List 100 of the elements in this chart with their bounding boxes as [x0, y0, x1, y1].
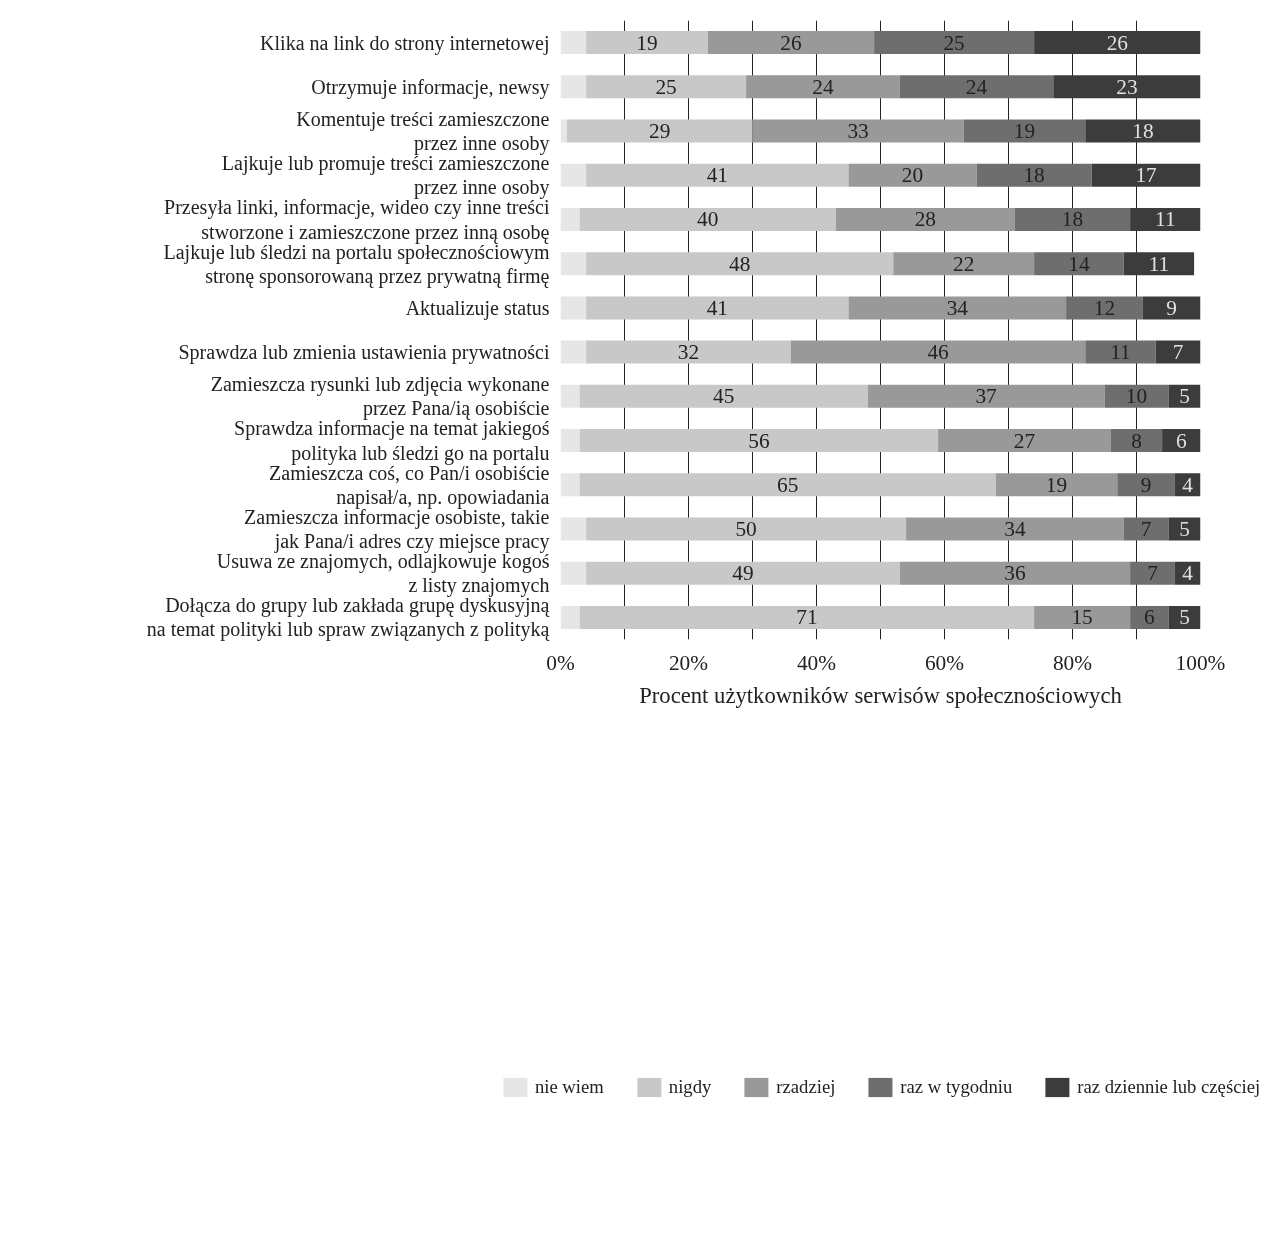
data-label: 36: [1004, 561, 1026, 586]
x-tick-label: 20%: [668, 650, 709, 675]
data-label: 11: [1148, 251, 1170, 276]
bar: [1034, 605, 1131, 629]
data-label: 50: [735, 516, 757, 541]
bar: [976, 163, 1092, 187]
y-tick-label: Sprawdza lub zmienia ustawienia prywatności: [178, 341, 550, 365]
bar: [1117, 473, 1175, 497]
bar: [560, 296, 587, 320]
bar: [1142, 296, 1201, 320]
y-tick-label: Komentuje treści zamieszczone przez inne osoby: [296, 107, 550, 156]
data-label: 5: [1179, 384, 1190, 409]
legend-label: raz w tygodniu: [900, 1075, 1013, 1098]
bar: [1014, 207, 1131, 231]
data-label: 18: [1023, 163, 1045, 188]
data-label: 19: [1045, 472, 1068, 497]
data-label: 34: [1004, 516, 1026, 541]
bar: [1034, 31, 1201, 55]
data-label: 15: [1071, 605, 1093, 630]
bar: [560, 207, 580, 231]
bar: [899, 561, 1131, 585]
bar: [790, 340, 1086, 364]
bar: [560, 340, 587, 364]
bar: [1085, 340, 1156, 364]
data-label: 6: [1175, 428, 1187, 453]
x-axis-title: Procent użytkowników serwisów społecznościowych: [639, 682, 1123, 708]
bar: [1091, 163, 1201, 187]
data-label: 37: [975, 384, 998, 409]
data-label: 25: [655, 74, 677, 99]
bar: [848, 163, 977, 187]
data-label: 20: [901, 163, 924, 188]
bar: [867, 384, 1105, 408]
data-label: 7: [1147, 561, 1159, 586]
bar: [1085, 119, 1201, 143]
bar: [560, 75, 587, 99]
bar: [963, 119, 1086, 143]
bar: [1155, 340, 1201, 364]
legend-label: nie wiem: [534, 1075, 604, 1098]
data-label: 14: [1068, 251, 1090, 276]
data-label: 65: [777, 472, 799, 497]
data-label: 49: [732, 561, 754, 586]
data-label: 34: [946, 295, 969, 320]
bar: [560, 163, 587, 187]
data-label: 9: [1166, 295, 1178, 320]
data-label: 56: [748, 428, 770, 453]
bar: [560, 561, 587, 585]
data-label: 10: [1125, 384, 1148, 409]
bar: [1123, 517, 1169, 541]
data-label: 9: [1140, 472, 1152, 497]
data-label: 45: [713, 384, 735, 409]
bar: [752, 119, 964, 143]
bar: [586, 75, 747, 99]
data-label: 25: [943, 30, 965, 55]
bar: [560, 252, 587, 276]
data-label: 28: [914, 207, 936, 232]
y-tick-label: Aktualizuje status: [405, 296, 550, 320]
legend-label: nigdy: [668, 1075, 712, 1098]
y-tick-label: Klika na link do strony internetowej: [260, 31, 550, 55]
bar: [560, 473, 580, 497]
bar: [835, 207, 1015, 231]
bar: [560, 429, 580, 453]
bar: [1162, 429, 1201, 453]
data-label: 11: [1110, 340, 1131, 365]
bar: [906, 517, 1124, 541]
data-label: 71: [796, 605, 818, 630]
bar: [586, 163, 849, 187]
bar: [586, 340, 791, 364]
bar: [938, 429, 1111, 453]
bar: [1066, 296, 1143, 320]
bar: [560, 384, 580, 408]
bar: [579, 429, 939, 453]
x-tick-label: 60%: [924, 650, 965, 675]
bar: [560, 517, 587, 541]
data-label: 24: [812, 74, 834, 99]
bar: [579, 384, 868, 408]
bar: [707, 31, 875, 55]
data-label: 18: [1132, 119, 1154, 144]
bar: [1104, 384, 1169, 408]
data-label: 41: [706, 163, 728, 188]
bar: [899, 75, 1054, 99]
x-tick-label: 80%: [1052, 650, 1093, 675]
data-label: 7: [1172, 340, 1184, 365]
data-label: 5: [1179, 516, 1190, 541]
data-label: 41: [706, 295, 728, 320]
data-label: 12: [1093, 295, 1116, 320]
data-label: 8: [1131, 428, 1142, 453]
bar: [848, 296, 1067, 320]
bar: [586, 561, 900, 585]
bar: [560, 119, 567, 143]
data-label: 26: [780, 30, 802, 55]
x-tick-label: 0%: [546, 650, 575, 675]
bar: [586, 517, 907, 541]
data-label: 19: [636, 30, 658, 55]
data-label: 46: [927, 340, 950, 365]
data-label: 24: [965, 74, 988, 99]
data-label: 5: [1179, 605, 1190, 630]
data-label: 29: [649, 119, 671, 144]
bar: [1130, 605, 1169, 629]
bar: [586, 252, 894, 276]
data-label: 48: [729, 251, 751, 276]
